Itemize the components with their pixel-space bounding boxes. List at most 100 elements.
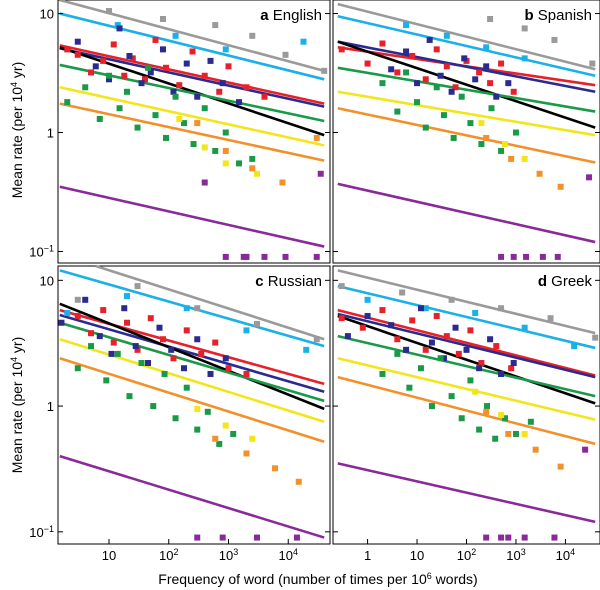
point-red <box>243 84 250 91</box>
point-cyan <box>114 22 121 29</box>
point-green <box>172 93 179 100</box>
point-grey <box>321 67 328 74</box>
point-green <box>476 426 483 433</box>
point-red <box>455 350 462 357</box>
panel-frame <box>57 0 331 264</box>
x-label-sup: 6 <box>427 571 432 581</box>
fit-line-grey <box>95 264 325 341</box>
fit-line-black <box>59 302 325 411</box>
point-purple <box>539 253 546 260</box>
point-cyan <box>364 296 371 303</box>
x-tick-label: 103 <box>219 547 238 563</box>
point-green <box>230 430 237 437</box>
point-purple <box>317 170 324 177</box>
point-red <box>110 41 117 48</box>
point-navy <box>58 319 65 326</box>
y-label-sup: 4 <box>9 82 19 87</box>
point-navy <box>92 63 99 70</box>
point-navy <box>222 355 229 362</box>
point-red <box>467 327 474 334</box>
point-orange <box>483 134 490 141</box>
point-grey <box>547 315 554 322</box>
point-red <box>498 60 505 67</box>
point-green <box>183 384 190 391</box>
point-green <box>394 350 401 357</box>
point-cyan <box>422 305 429 312</box>
point-cyan <box>183 305 190 312</box>
fit-line-orange <box>59 102 325 162</box>
point-green <box>512 129 519 136</box>
point-grey <box>134 283 141 290</box>
point-green <box>492 435 499 442</box>
point-navy <box>219 80 226 87</box>
point-purple <box>194 534 201 541</box>
point-red <box>261 93 268 100</box>
point-yellow <box>194 405 201 412</box>
point-navy <box>170 88 177 95</box>
point-red <box>422 76 429 83</box>
y-tick-label: 10 <box>40 273 54 288</box>
x-tick-label: 10 <box>410 548 424 563</box>
point-red <box>147 315 154 322</box>
fit-line-black <box>337 40 596 129</box>
point-grey <box>254 320 261 327</box>
point-orange <box>271 465 278 472</box>
point-navy <box>428 339 435 346</box>
y-tick-label: 10 <box>40 7 54 22</box>
point-cyan <box>300 38 307 45</box>
point-green <box>116 105 123 112</box>
point-navy <box>126 52 133 59</box>
panel-a: 10 1 10−1 a English <box>29 0 331 264</box>
point-navy <box>183 60 190 67</box>
point-navy <box>159 46 166 53</box>
point-cyan <box>64 309 71 316</box>
point-navy <box>440 355 447 362</box>
y-label-tail: yr) <box>9 62 25 82</box>
panel-frame <box>332 265 600 545</box>
point-green <box>216 440 223 447</box>
x-label-tail: words) <box>432 571 478 587</box>
fit-line-cyan <box>59 12 325 81</box>
point-cyan <box>571 343 578 350</box>
point-grey <box>338 283 345 290</box>
point-navy <box>236 99 243 106</box>
point-purple <box>261 253 268 260</box>
point-navy <box>417 305 424 312</box>
point-grey <box>551 36 558 43</box>
point-navy <box>452 324 459 331</box>
point-purple <box>282 253 289 260</box>
point-grey <box>592 334 599 341</box>
panel-c: 10 1 10−1 10 102 103 104 c Russian <box>29 264 331 563</box>
point-green <box>134 124 141 131</box>
fit-line-navy <box>337 312 596 379</box>
point-grey <box>487 15 494 22</box>
point-navy <box>487 336 494 343</box>
x-tick-label: 104 <box>556 547 575 563</box>
point-orange <box>536 170 543 177</box>
fit-line-cyan <box>59 269 325 348</box>
fit-line-green <box>337 334 596 398</box>
point-navy <box>132 343 139 350</box>
fit-line-black <box>337 314 596 405</box>
x-tick-label: 104 <box>278 547 297 563</box>
point-red <box>74 313 81 320</box>
point-navy <box>145 360 152 367</box>
point-green <box>437 355 444 362</box>
panel-language: Russian <box>264 273 322 290</box>
x-tick-label: 103 <box>506 547 525 563</box>
point-red <box>443 333 450 340</box>
y-tick-label: 1 <box>47 399 54 414</box>
point-orange <box>557 463 564 470</box>
point-orange <box>279 179 286 186</box>
fit-line-grey <box>337 2 596 71</box>
point-green <box>114 350 121 357</box>
fit-line-orange <box>337 106 596 164</box>
point-orange <box>295 478 302 485</box>
point-red <box>88 69 95 76</box>
point-red <box>110 339 117 346</box>
y-axis-label-top: Mean rate (per 104 yr) <box>9 62 25 199</box>
point-red <box>141 76 148 83</box>
point-purple <box>582 446 589 453</box>
point-red <box>338 46 345 53</box>
fit-line-navy <box>59 313 325 393</box>
